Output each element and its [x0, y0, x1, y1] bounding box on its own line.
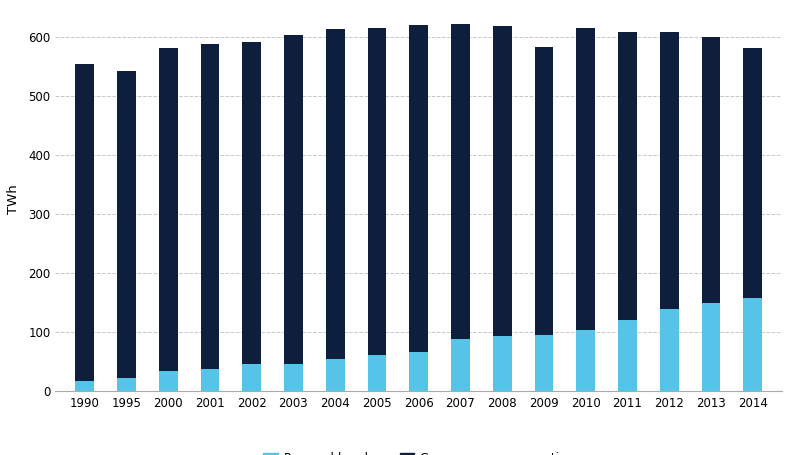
- Bar: [326, 359, 345, 391]
- Bar: [743, 48, 762, 298]
- Bar: [200, 369, 219, 391]
- Bar: [701, 36, 720, 303]
- Bar: [660, 32, 679, 308]
- Bar: [493, 336, 511, 391]
- Y-axis label: TWh: TWh: [7, 184, 20, 214]
- Bar: [242, 364, 261, 391]
- Bar: [409, 352, 428, 391]
- Bar: [117, 71, 136, 378]
- Bar: [451, 339, 470, 391]
- Bar: [368, 355, 387, 391]
- Bar: [493, 26, 511, 336]
- Bar: [535, 47, 553, 334]
- Bar: [743, 298, 762, 391]
- Bar: [618, 32, 637, 320]
- Bar: [284, 35, 303, 364]
- Bar: [368, 28, 387, 355]
- Bar: [117, 378, 136, 391]
- Bar: [535, 334, 553, 391]
- Bar: [577, 28, 595, 330]
- Bar: [284, 364, 303, 391]
- Bar: [75, 64, 94, 381]
- Bar: [326, 30, 345, 359]
- Bar: [159, 371, 178, 391]
- Bar: [242, 42, 261, 364]
- Bar: [660, 308, 679, 391]
- Bar: [618, 320, 637, 391]
- Bar: [451, 24, 470, 339]
- Bar: [75, 381, 94, 391]
- Bar: [409, 25, 428, 352]
- Bar: [200, 44, 219, 369]
- Bar: [577, 330, 595, 391]
- Bar: [701, 303, 720, 391]
- Bar: [159, 48, 178, 371]
- Legend: Renewables share, Gross power consumption: Renewables share, Gross power consumptio…: [259, 447, 579, 455]
